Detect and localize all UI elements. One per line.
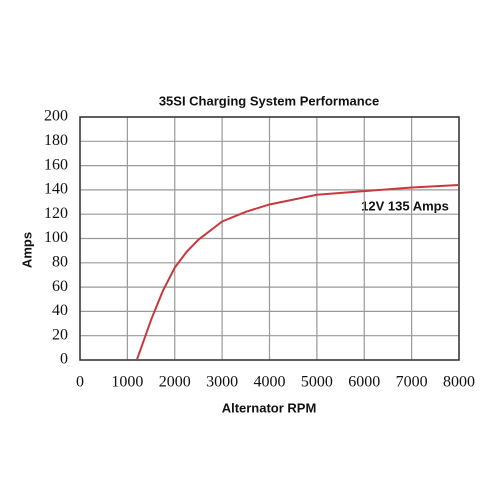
x-tick-label: 8000 xyxy=(443,374,475,391)
annotation: 12V 135 Amps xyxy=(361,198,449,213)
y-tick-label: 160 xyxy=(44,156,68,173)
x-tick-label: 2000 xyxy=(159,374,191,391)
x-tick-label: 1000 xyxy=(111,374,143,391)
x-tick-label: 5000 xyxy=(301,374,333,391)
x-tick-label: 4000 xyxy=(254,374,286,391)
y-tick-label: 20 xyxy=(52,326,68,343)
plot-frame xyxy=(79,116,460,361)
chart-title: 35SI Charging System Performance xyxy=(159,93,379,108)
x-tick-label: 0 xyxy=(76,374,84,391)
y-tick-label: 80 xyxy=(52,253,68,270)
y-tick-label: 0 xyxy=(60,351,68,368)
y-tick-label: 120 xyxy=(44,205,68,222)
x-tick-label: 3000 xyxy=(206,374,238,391)
x-tick-label: 7000 xyxy=(396,374,428,391)
line xyxy=(135,184,460,361)
x-tick-label: 6000 xyxy=(348,374,380,391)
y-tick-label: 60 xyxy=(52,278,68,295)
y-tick-label: 40 xyxy=(52,302,68,319)
y-tick-label: 100 xyxy=(44,229,68,246)
y-axis-label: Amps xyxy=(19,232,34,268)
y-tick-label: 180 xyxy=(44,132,68,149)
y-tick-label: 140 xyxy=(44,181,68,198)
x-axis-label: Alternator RPM xyxy=(222,400,317,415)
y-tick-label: 200 xyxy=(44,108,68,125)
